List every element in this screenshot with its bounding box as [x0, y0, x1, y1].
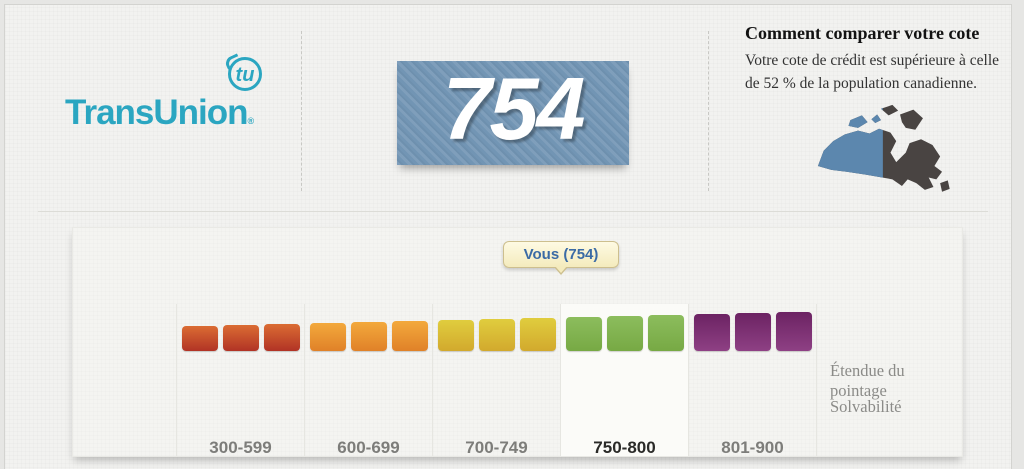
your-score-marker: Vous (754) [503, 241, 619, 275]
transunion-logo: TransUnion® tu [65, 57, 305, 133]
scale-square [310, 323, 346, 351]
band-squares [310, 304, 428, 351]
band-range-label: 750-800 [593, 438, 656, 457]
band-squares [566, 304, 684, 351]
scale-square [694, 314, 730, 351]
scale-square [776, 312, 812, 351]
column-divider [816, 304, 817, 456]
band-range-label: 801-900 [721, 438, 784, 457]
band-squares [182, 304, 300, 351]
band-range-label: 300-599 [209, 438, 272, 457]
scale-square [566, 317, 602, 351]
credit-score-banner: 754 [397, 61, 629, 165]
scale-band-tres-bonne: 801-900 Très bonne [688, 304, 816, 457]
horizontal-divider [38, 211, 988, 212]
band-squares [438, 304, 556, 351]
scale-square [735, 313, 771, 351]
scale-square [351, 322, 387, 351]
scale-square [648, 315, 684, 351]
scale-square [264, 324, 300, 351]
scale-square [182, 326, 218, 351]
page-panel: TransUnion® tu 754 Comment comparer votr… [4, 4, 1012, 469]
scale-band-passable: 700-749 Passable [432, 304, 560, 457]
scale-square [607, 316, 643, 351]
scale-band-tres-faible: 300-599 Très faible [176, 304, 304, 457]
scale-square [223, 325, 259, 351]
comparison-text: Votre cote de crédit est supérieure à ce… [745, 52, 1000, 93]
legend-score-range: Étendue du pointage [830, 361, 905, 400]
transunion-wordmark: TransUnion® [65, 93, 255, 132]
band-range-label: 600-699 [337, 438, 400, 457]
tu-circle-icon: tu [228, 57, 262, 91]
comparison-section: Comment comparer votre cote Votre cote d… [745, 23, 1007, 96]
band-squares [694, 304, 812, 351]
scale-band-bonne: 750-800 Bonne [560, 304, 688, 457]
vertical-divider [708, 31, 709, 191]
scale-square [520, 318, 556, 351]
credit-score-value: 754 [442, 59, 586, 158]
scale-square [392, 321, 428, 351]
registered-trademark-icon: ® [247, 116, 255, 126]
legend-solvency: Solvabilité [830, 397, 902, 416]
scale-square [479, 319, 515, 351]
canada-map-icon [805, 103, 955, 208]
scale-band-faible: 600-699 Faible [304, 304, 432, 457]
vertical-divider [301, 31, 302, 191]
comparison-title: Comment comparer votre cote [745, 23, 980, 43]
band-range-label: 700-749 [465, 438, 528, 457]
scale-square [438, 320, 474, 351]
